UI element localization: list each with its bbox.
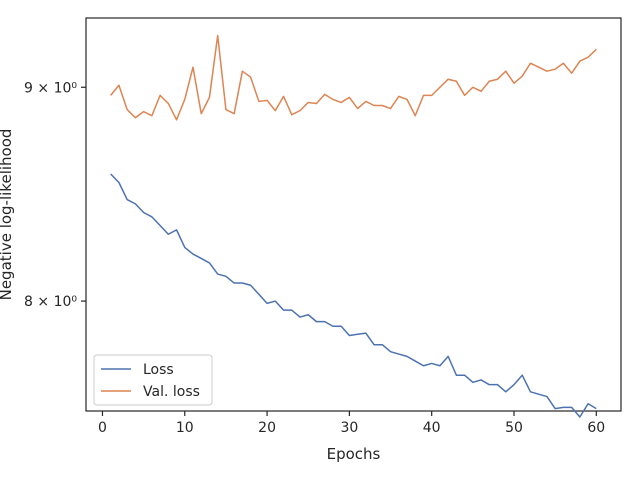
x-tick-label: 60 [587,420,605,436]
x-tick-label: 40 [423,420,441,436]
x-tick-label: 50 [505,420,523,436]
x-axis: 0 10 20 30 40 50 60 [98,411,605,436]
legend-label-loss: Loss [143,362,174,378]
y-axis: 8 × 10⁰ 9 × 10⁰ [24,80,86,310]
x-tick-label: 10 [176,420,194,436]
legend-label-val-loss: Val. loss [143,384,200,400]
legend: Loss Val. loss [94,355,212,405]
x-axis-label: Epochs [327,445,381,463]
x-tick-label: 20 [258,420,276,436]
chart: 0 10 20 30 40 50 60 8 × 10⁰ 9 × 10⁰ Epochs Nega… [0,0,640,480]
plot-area [86,18,621,411]
x-tick-label: 30 [340,420,358,436]
y-axis-label: Negative log-likelihood [0,129,15,301]
x-tick-label: 0 [98,420,107,436]
y-tick-label: 9 × 10⁰ [24,80,77,96]
y-tick-label: 8 × 10⁰ [24,294,77,310]
